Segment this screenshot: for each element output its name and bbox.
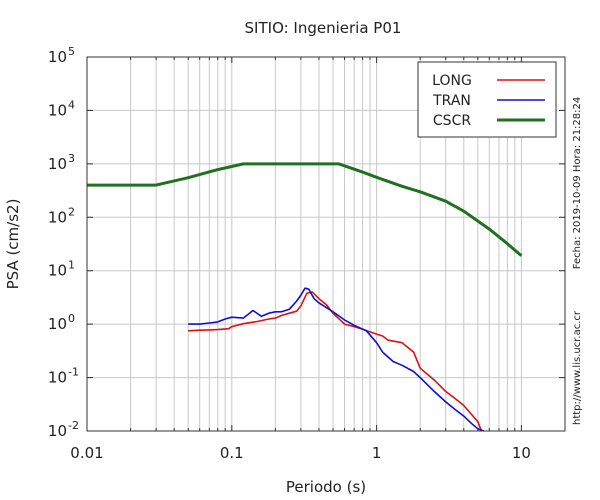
x-tick-label: 1 (372, 444, 382, 462)
series-line-tran (188, 287, 485, 432)
legend: LONG TRAN CSCR (417, 61, 557, 138)
y-tick-exponent: 3 (68, 152, 75, 165)
y-tick-exponent: 0 (68, 312, 75, 325)
y-tick-label: 10 (48, 208, 67, 226)
y-tick-label: 10 (48, 101, 67, 119)
y-tick-base: 10 (48, 101, 67, 119)
legend-entries: LONG TRAN CSCR (432, 73, 545, 129)
plot-frame (86, 56, 566, 432)
legend-label: CSCR (433, 113, 471, 129)
url-annotation: http://www.lis.ucr.ac.cr (572, 310, 583, 425)
y-tick-base: 10 (48, 208, 67, 226)
chart-title: SITIO: Ingenieria P01 (245, 19, 402, 37)
y-tick-label: 10 (48, 422, 67, 440)
y-tick-label: 10 (48, 48, 67, 66)
y-tick-exponent: 1 (68, 259, 75, 272)
y-axis-label: PSA (cm/s2) (4, 199, 22, 290)
date-annotation: Fecha: 2019-10-09 Hora: 21:28:24 (572, 97, 583, 270)
y-tick-exponent: 2 (68, 205, 75, 218)
y-tick-label: 10 (48, 155, 67, 173)
x-tick-labels: 0.01 0.1 1 10 (70, 444, 531, 462)
y-tick-base: 10 (48, 48, 67, 66)
legend-label: TRAN (432, 93, 471, 109)
y-tick-exponent: 4 (68, 98, 75, 111)
series-line-cscr (87, 162, 523, 257)
y-tick-base: 10 (48, 422, 67, 440)
y-tick-base: 10 (48, 155, 67, 173)
x-tick-label: 0.1 (220, 444, 244, 462)
legend-box (417, 61, 557, 138)
series-line-long (188, 291, 483, 432)
axis-ticks (87, 56, 565, 432)
x-tick-label: 10 (512, 444, 531, 462)
y-tick-base: 10 (48, 262, 67, 280)
y-tick-label: 10 (48, 262, 67, 280)
y-tick-base: 10 (48, 369, 67, 387)
y-tick-exponent: 5 (68, 45, 75, 58)
x-tick-label: 0.01 (70, 444, 103, 462)
x-axis-label: Periodo (s) (286, 478, 366, 496)
series-layer (87, 162, 523, 432)
y-tick-label: 10 (48, 315, 67, 333)
y-tick-label: 10 (48, 369, 67, 387)
y-tick-exponent: -2 (68, 419, 79, 432)
y-tick-exponent: -1 (68, 366, 79, 379)
y-tick-base: 10 (48, 315, 67, 333)
legend-label: LONG (432, 73, 472, 89)
